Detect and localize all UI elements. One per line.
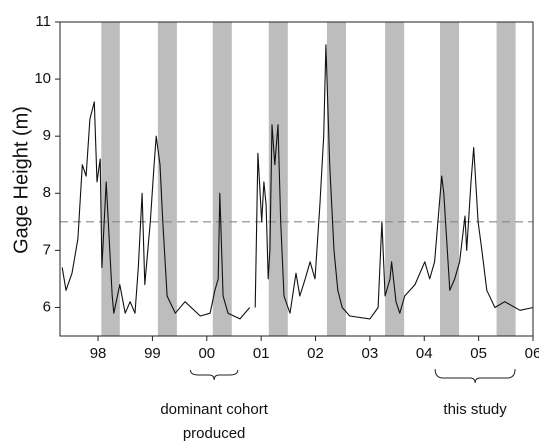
x-tick-label: 06 [525, 345, 539, 362]
annotation-text: produced [183, 425, 246, 442]
x-tick-label: 05 [470, 345, 487, 362]
data-line [61, 44, 534, 320]
x-tick-label: 01 [253, 345, 270, 362]
y-tick-label: 11 [35, 13, 51, 30]
y-tick-label: 6 [43, 298, 51, 315]
x-tick-label: 99 [144, 345, 161, 362]
x-tick-label: 00 [198, 345, 215, 362]
y-axis-label: Gage Height (m) [10, 106, 32, 254]
y-tick-label: 7 [43, 241, 51, 258]
x-tick-label: 03 [362, 345, 379, 362]
y-tick-label: 8 [43, 184, 51, 201]
shaded-period [496, 22, 516, 336]
y-tick-label: 10 [34, 70, 51, 87]
shaded-period [385, 22, 405, 336]
x-tick-label: 02 [307, 345, 324, 362]
shaded-period [101, 22, 120, 336]
shaded-period [212, 22, 232, 336]
shaded-period [440, 22, 460, 336]
annotation-text: dominant cohort [160, 401, 268, 418]
shaded-period [268, 22, 288, 336]
annotation-text: this study [443, 401, 507, 418]
plot-frame [59, 21, 534, 337]
shaded-period [326, 22, 346, 336]
brace [189, 369, 239, 381]
shaded-period [157, 22, 177, 336]
brace [434, 368, 516, 384]
x-tick-label: 98 [90, 345, 107, 362]
y-tick-label: 9 [43, 127, 51, 144]
x-tick-label: 04 [416, 345, 433, 362]
